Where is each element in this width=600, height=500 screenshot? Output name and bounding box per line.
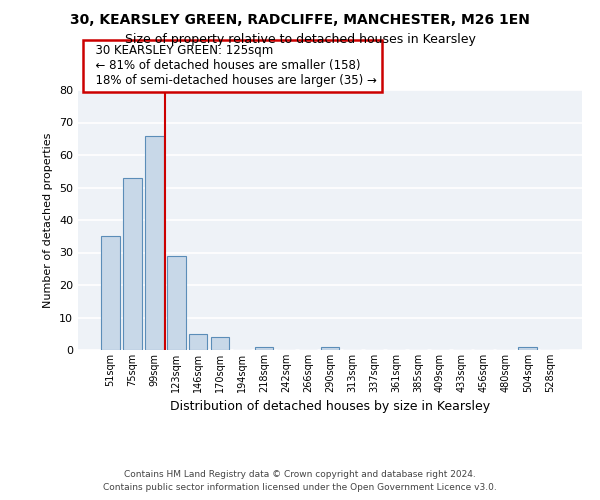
Text: Contains HM Land Registry data © Crown copyright and database right 2024.
Contai: Contains HM Land Registry data © Crown c… <box>103 470 497 492</box>
Bar <box>255 347 274 350</box>
Bar <box>101 236 119 350</box>
Bar <box>145 136 164 350</box>
Bar <box>518 347 537 350</box>
Bar <box>211 337 229 350</box>
Text: 30, KEARSLEY GREEN, RADCLIFFE, MANCHESTER, M26 1EN: 30, KEARSLEY GREEN, RADCLIFFE, MANCHESTE… <box>70 12 530 26</box>
X-axis label: Distribution of detached houses by size in Kearsley: Distribution of detached houses by size … <box>170 400 490 413</box>
Text: Size of property relative to detached houses in Kearsley: Size of property relative to detached ho… <box>125 32 475 46</box>
Text: 30 KEARSLEY GREEN: 125sqm
  ← 81% of detached houses are smaller (158)
  18% of : 30 KEARSLEY GREEN: 125sqm ← 81% of detac… <box>88 44 377 88</box>
Bar <box>320 347 340 350</box>
Bar <box>123 178 142 350</box>
Bar <box>167 256 185 350</box>
Y-axis label: Number of detached properties: Number of detached properties <box>43 132 53 308</box>
Bar <box>189 334 208 350</box>
